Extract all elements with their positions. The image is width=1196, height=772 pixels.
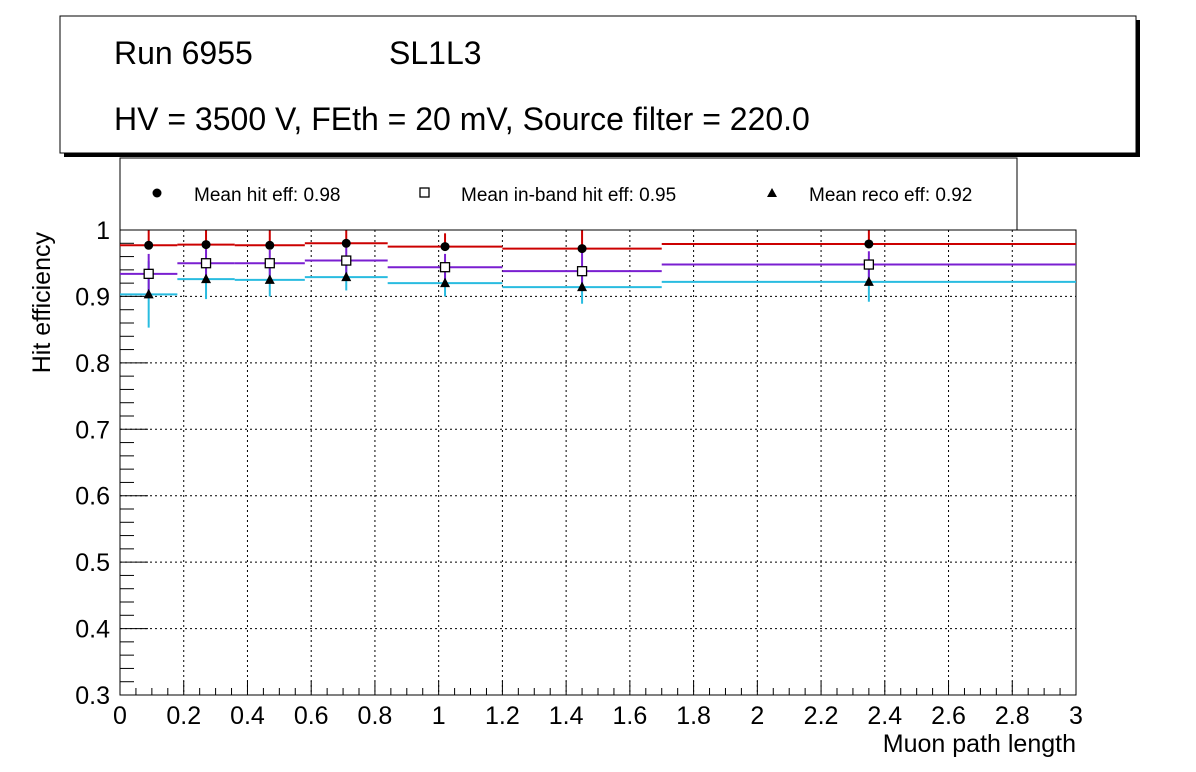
x-tick-label: 1.8: [676, 702, 711, 730]
markers-open-square: [143, 255, 875, 279]
title-box-frame: [59, 15, 1137, 154]
title-box: Run 6955 SL1L3 HV = 3500 V, FEth = 20 mV…: [59, 15, 1140, 157]
legend-reco-label: Mean reco eff: 0.92: [809, 185, 972, 206]
y-tick-label: 0.6: [75, 483, 110, 511]
data-point-hit: [201, 240, 211, 250]
data-point-hit: [577, 244, 587, 254]
y-tick-label: 1: [96, 217, 110, 245]
markers-circle: [144, 238, 874, 254]
series-circle: [120, 230, 1076, 250]
series-layer: [120, 230, 1076, 328]
x-tick-label: 2.4: [867, 702, 902, 730]
data-point-hit: [440, 242, 450, 252]
chamber-label: SL1L3: [389, 35, 482, 71]
x-tick-label: 3: [1069, 702, 1083, 730]
x-tick-label: 0.2: [166, 702, 201, 730]
y-tick-label: 0.9: [75, 283, 110, 311]
data-point-hit: [341, 238, 351, 248]
x-tick-label: 1.4: [549, 702, 584, 730]
x-tick-label: 1.6: [612, 702, 647, 730]
legend-reco-marker: [767, 188, 777, 197]
y-tick-label: 0.4: [75, 616, 110, 644]
x-tick-label: 2.2: [804, 702, 839, 730]
x-tick-label: 0.6: [294, 702, 329, 730]
data-point-reco: [201, 273, 212, 284]
y-tick-label: 0.5: [75, 549, 110, 577]
data-point-reco: [440, 277, 451, 288]
x-axis-title: Muon path length: [883, 730, 1076, 758]
data-point-inband: [200, 258, 212, 269]
data-point-reco: [341, 271, 352, 282]
data-point-inband: [143, 268, 154, 279]
y-axis-title: Hit efficiency: [28, 232, 56, 374]
data-point-hit: [864, 239, 874, 249]
x-tick-label: 0.8: [358, 702, 393, 730]
data-point-reco: [863, 276, 874, 286]
plot-frame: [119, 229, 1077, 696]
data-point-inband: [439, 262, 451, 273]
data-point-inband: [264, 258, 275, 269]
x-tick-label: 2: [750, 702, 764, 730]
legend: Mean hit eff: 0.98 Mean in-band hit eff:…: [119, 157, 1018, 231]
legend-box: [119, 157, 1018, 231]
y-tick-label: 0.8: [75, 350, 110, 378]
x-tick-label: 2.6: [931, 702, 966, 730]
y-tick-label: 0.7: [75, 416, 110, 444]
grid: [120, 230, 1076, 695]
data-point-inband: [341, 255, 352, 266]
legend-inband-label: Mean in-band hit eff: 0.95: [461, 185, 676, 206]
data-point-inband: [863, 259, 875, 270]
conditions-label: HV = 3500 V, FEth = 20 mV, Source filter…: [114, 101, 810, 137]
axis-ticks: [119, 229, 1077, 696]
markers-triangle: [143, 271, 874, 299]
legend-hit-marker: [152, 188, 162, 198]
data-point-hit: [144, 240, 154, 250]
data-point-reco: [143, 288, 154, 299]
legend-hit-label: Mean hit eff: 0.98: [194, 185, 340, 206]
data-point-reco: [577, 281, 588, 292]
x-tick-label: 1.2: [485, 702, 520, 730]
series-triangle: [120, 259, 1076, 328]
y-tick-label: 0.3: [75, 682, 110, 710]
x-tick-label: 0: [113, 702, 127, 730]
legend-inband-marker: [419, 187, 430, 198]
data-point-hit: [265, 240, 275, 250]
axis-tick-labels: 0 0.2 0.4 0.6 0.8 1 1.2 1.4 1.6 1.8 2 2.2 2.4 2.6 2.8 3…: [75, 217, 1083, 730]
x-tick-label: 1: [432, 702, 446, 730]
data-point-reco: [264, 274, 275, 284]
x-tick-label: 0.4: [230, 702, 265, 730]
data-point-inband: [576, 266, 588, 277]
run-label: Run 6955: [114, 35, 253, 71]
x-tick-label: 2.8: [995, 702, 1030, 730]
